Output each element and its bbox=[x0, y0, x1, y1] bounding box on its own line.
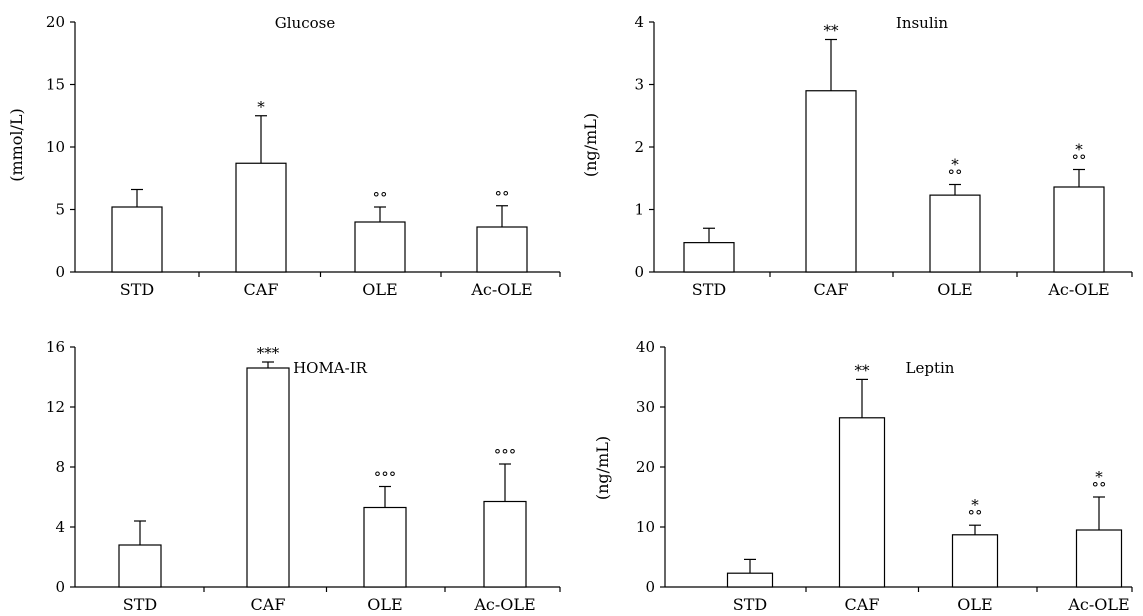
bar-ac-ole bbox=[476, 226, 528, 273]
significance-marker: °° bbox=[968, 507, 983, 525]
significance-marker: * bbox=[257, 98, 265, 116]
panel-title: HOMA-IR bbox=[293, 359, 368, 377]
x-category-label: CAF bbox=[244, 280, 279, 299]
significance-marker: °° bbox=[495, 188, 510, 206]
bar-caf bbox=[246, 367, 290, 588]
bar-ac-ole bbox=[483, 500, 527, 588]
significance-marker: °° bbox=[1072, 152, 1087, 170]
x-category-label: STD bbox=[120, 280, 154, 299]
bar-caf bbox=[838, 417, 886, 588]
bar-ac-ole bbox=[1053, 186, 1105, 273]
x-category-label: CAF bbox=[251, 595, 286, 614]
bar-ole bbox=[354, 221, 406, 273]
significance-marker: °°° bbox=[494, 446, 517, 464]
y-axis-label: (ng/mL) bbox=[581, 113, 600, 177]
y-tick-label: 10 bbox=[636, 518, 655, 536]
significance-marker: °° bbox=[373, 189, 388, 207]
y-tick-label: 0 bbox=[634, 263, 644, 281]
x-category-label: Ac-OLE bbox=[470, 280, 532, 299]
bar-ole bbox=[929, 194, 981, 273]
significance-marker: * bbox=[971, 496, 979, 514]
significance-marker: °°° bbox=[374, 469, 397, 487]
significance-marker: ** bbox=[855, 361, 871, 379]
y-tick-label: 0 bbox=[55, 578, 65, 596]
y-tick-label: 2 bbox=[634, 138, 644, 156]
panel-insulin: 01234STD**CAF*°°OLE*°°Ac-OLEInsulin(ng/m… bbox=[581, 13, 1133, 299]
x-category-label: STD bbox=[692, 280, 726, 299]
panel-title: Leptin bbox=[906, 359, 955, 377]
x-category-label: OLE bbox=[367, 595, 402, 614]
significance-marker: ** bbox=[824, 22, 840, 40]
significance-marker: * bbox=[1095, 468, 1103, 486]
x-category-label: CAF bbox=[814, 280, 849, 299]
x-category-label: STD bbox=[733, 595, 767, 614]
y-tick-label: 40 bbox=[636, 338, 655, 356]
y-tick-label: 12 bbox=[46, 398, 65, 416]
y-tick-label: 4 bbox=[55, 518, 65, 536]
y-tick-label: 3 bbox=[634, 76, 644, 94]
x-category-label: OLE bbox=[957, 595, 992, 614]
y-axis-label: (ng/mL) bbox=[593, 436, 612, 500]
y-tick-label: 0 bbox=[55, 263, 65, 281]
y-tick-label: 8 bbox=[55, 458, 65, 476]
significance-marker: °° bbox=[1092, 479, 1107, 497]
x-category-label: Ac-OLE bbox=[1047, 280, 1109, 299]
y-axis-label: (mmol/L) bbox=[7, 108, 26, 182]
significance-marker: * bbox=[1075, 141, 1083, 159]
panel-leptin: 010203040STD**CAF*°°OLE*°°Ac-OLELeptin(n… bbox=[593, 338, 1133, 614]
x-category-label: CAF bbox=[845, 595, 880, 614]
bar-ac-ole bbox=[1075, 529, 1123, 588]
y-tick-label: 10 bbox=[46, 138, 65, 156]
panel-glucose: 0 5 10 15 20 STD * CAF °° OLE °° Ac-OLE Glucose (mmol… bbox=[7, 13, 561, 299]
x-category-label: Ac-OLE bbox=[1067, 595, 1129, 614]
bar-caf bbox=[235, 162, 287, 273]
bar-std bbox=[111, 206, 163, 273]
y-tick-label: 16 bbox=[46, 338, 65, 356]
y-tick-label: 20 bbox=[636, 458, 655, 476]
y-tick-label: 0 bbox=[645, 578, 655, 596]
y-tick-label: 15 bbox=[46, 76, 65, 94]
bar-std bbox=[118, 544, 162, 588]
significance-marker: *** bbox=[257, 344, 280, 362]
bar-std bbox=[683, 242, 735, 273]
x-category-label: STD bbox=[123, 595, 157, 614]
bar-caf bbox=[805, 90, 857, 273]
bar-ole bbox=[951, 534, 999, 588]
x-category-label: OLE bbox=[362, 280, 397, 299]
panel-title: Glucose bbox=[275, 14, 336, 32]
x-category-label: Ac-OLE bbox=[473, 595, 535, 614]
significance-marker: °° bbox=[948, 167, 963, 185]
x-category-label: OLE bbox=[937, 280, 972, 299]
bar-std bbox=[726, 572, 774, 588]
panel-homa-ir: 0 4 8 12 16 STD *** CAF °°° OLE °°° Ac-OLE HOMA-IR bbox=[46, 338, 561, 614]
bar-ole bbox=[363, 506, 407, 588]
y-tick-label: 4 bbox=[634, 13, 644, 31]
y-tick-label: 1 bbox=[634, 201, 644, 219]
y-tick-label: 5 bbox=[55, 201, 65, 219]
significance-marker: * bbox=[951, 156, 959, 174]
y-tick-label: 20 bbox=[46, 13, 65, 31]
panel-title: Insulin bbox=[896, 14, 949, 32]
y-tick-label: 30 bbox=[636, 398, 655, 416]
